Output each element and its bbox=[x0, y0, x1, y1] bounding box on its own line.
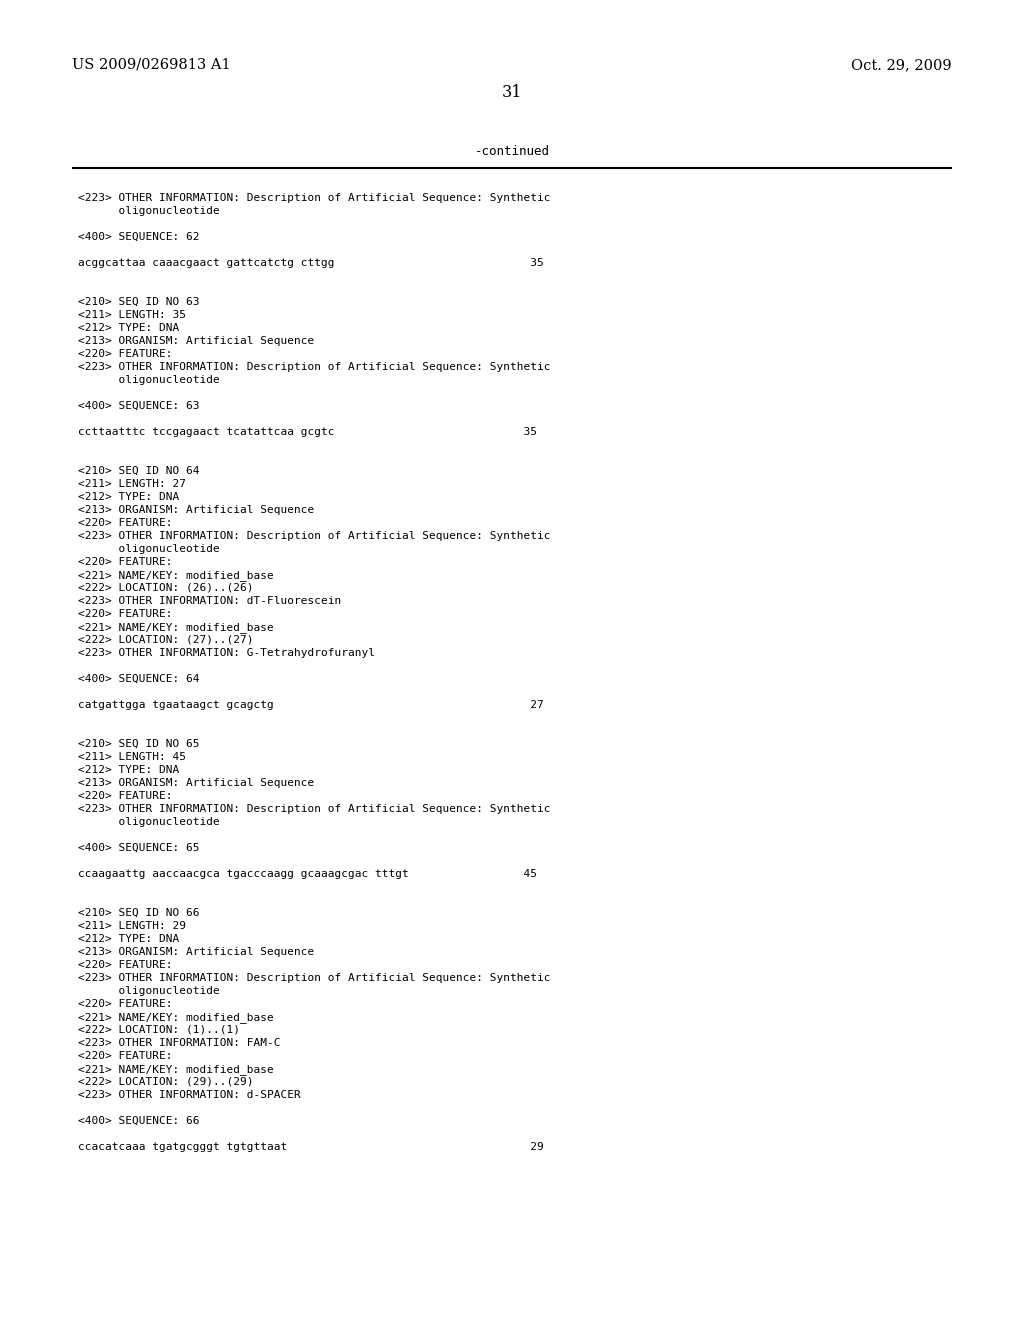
Text: <223> OTHER INFORMATION: Description of Artificial Sequence: Synthetic: <223> OTHER INFORMATION: Description of … bbox=[78, 531, 551, 541]
Text: <223> OTHER INFORMATION: Description of Artificial Sequence: Synthetic: <223> OTHER INFORMATION: Description of … bbox=[78, 193, 551, 203]
Text: ccttaatttc tccgagaact tcatattcaa gcgtc                            35: ccttaatttc tccgagaact tcatattcaa gcgtc 3… bbox=[78, 426, 537, 437]
Text: <212> TYPE: DNA: <212> TYPE: DNA bbox=[78, 323, 179, 333]
Text: -continued: -continued bbox=[474, 145, 550, 158]
Text: <220> FEATURE:: <220> FEATURE: bbox=[78, 1051, 172, 1061]
Text: <222> LOCATION: (29)..(29): <222> LOCATION: (29)..(29) bbox=[78, 1077, 254, 1086]
Text: <210> SEQ ID NO 65: <210> SEQ ID NO 65 bbox=[78, 739, 200, 748]
Text: oligonucleotide: oligonucleotide bbox=[78, 375, 220, 385]
Text: ccaagaattg aaccaacgca tgacccaagg gcaaagcgac tttgt                 45: ccaagaattg aaccaacgca tgacccaagg gcaaagc… bbox=[78, 869, 537, 879]
Text: <223> OTHER INFORMATION: G-Tetrahydrofuranyl: <223> OTHER INFORMATION: G-Tetrahydrofur… bbox=[78, 648, 375, 657]
Text: <223> OTHER INFORMATION: dT-Fluorescein: <223> OTHER INFORMATION: dT-Fluorescein bbox=[78, 597, 341, 606]
Text: <223> OTHER INFORMATION: Description of Artificial Sequence: Synthetic: <223> OTHER INFORMATION: Description of … bbox=[78, 973, 551, 983]
Text: <210> SEQ ID NO 63: <210> SEQ ID NO 63 bbox=[78, 297, 200, 308]
Text: <220> FEATURE:: <220> FEATURE: bbox=[78, 791, 172, 801]
Text: <212> TYPE: DNA: <212> TYPE: DNA bbox=[78, 766, 179, 775]
Text: <213> ORGANISM: Artificial Sequence: <213> ORGANISM: Artificial Sequence bbox=[78, 337, 314, 346]
Text: acggcattaa caaacgaact gattcatctg cttgg                             35: acggcattaa caaacgaact gattcatctg cttgg 3… bbox=[78, 257, 544, 268]
Text: <220> FEATURE:: <220> FEATURE: bbox=[78, 557, 172, 568]
Text: <211> LENGTH: 27: <211> LENGTH: 27 bbox=[78, 479, 186, 488]
Text: oligonucleotide: oligonucleotide bbox=[78, 206, 220, 216]
Text: Oct. 29, 2009: Oct. 29, 2009 bbox=[851, 58, 952, 73]
Text: <221> NAME/KEY: modified_base: <221> NAME/KEY: modified_base bbox=[78, 1064, 273, 1074]
Text: <400> SEQUENCE: 66: <400> SEQUENCE: 66 bbox=[78, 1115, 200, 1126]
Text: <213> ORGANISM: Artificial Sequence: <213> ORGANISM: Artificial Sequence bbox=[78, 506, 314, 515]
Text: 31: 31 bbox=[502, 84, 522, 102]
Text: <220> FEATURE:: <220> FEATURE: bbox=[78, 999, 172, 1008]
Text: ccacatcaaa tgatgcgggt tgtgttaat                                    29: ccacatcaaa tgatgcgggt tgtgttaat 29 bbox=[78, 1142, 544, 1152]
Text: <221> NAME/KEY: modified_base: <221> NAME/KEY: modified_base bbox=[78, 570, 273, 581]
Text: <222> LOCATION: (1)..(1): <222> LOCATION: (1)..(1) bbox=[78, 1026, 240, 1035]
Text: catgattgga tgaataagct gcagctg                                      27: catgattgga tgaataagct gcagctg 27 bbox=[78, 700, 544, 710]
Text: oligonucleotide: oligonucleotide bbox=[78, 817, 220, 828]
Text: <223> OTHER INFORMATION: d-SPACER: <223> OTHER INFORMATION: d-SPACER bbox=[78, 1090, 301, 1100]
Text: <400> SEQUENCE: 62: <400> SEQUENCE: 62 bbox=[78, 232, 200, 242]
Text: <222> LOCATION: (26)..(26): <222> LOCATION: (26)..(26) bbox=[78, 583, 254, 593]
Text: <220> FEATURE:: <220> FEATURE: bbox=[78, 960, 172, 970]
Text: <220> FEATURE:: <220> FEATURE: bbox=[78, 517, 172, 528]
Text: <210> SEQ ID NO 66: <210> SEQ ID NO 66 bbox=[78, 908, 200, 917]
Text: <220> FEATURE:: <220> FEATURE: bbox=[78, 609, 172, 619]
Text: <213> ORGANISM: Artificial Sequence: <213> ORGANISM: Artificial Sequence bbox=[78, 777, 314, 788]
Text: oligonucleotide: oligonucleotide bbox=[78, 986, 220, 997]
Text: <223> OTHER INFORMATION: FAM-C: <223> OTHER INFORMATION: FAM-C bbox=[78, 1038, 281, 1048]
Text: <211> LENGTH: 35: <211> LENGTH: 35 bbox=[78, 310, 186, 319]
Text: <221> NAME/KEY: modified_base: <221> NAME/KEY: modified_base bbox=[78, 1012, 273, 1023]
Text: oligonucleotide: oligonucleotide bbox=[78, 544, 220, 554]
Text: <223> OTHER INFORMATION: Description of Artificial Sequence: Synthetic: <223> OTHER INFORMATION: Description of … bbox=[78, 804, 551, 814]
Text: <210> SEQ ID NO 64: <210> SEQ ID NO 64 bbox=[78, 466, 200, 477]
Text: <212> TYPE: DNA: <212> TYPE: DNA bbox=[78, 935, 179, 944]
Text: <222> LOCATION: (27)..(27): <222> LOCATION: (27)..(27) bbox=[78, 635, 254, 645]
Text: <221> NAME/KEY: modified_base: <221> NAME/KEY: modified_base bbox=[78, 622, 273, 632]
Text: <220> FEATURE:: <220> FEATURE: bbox=[78, 348, 172, 359]
Text: <400> SEQUENCE: 63: <400> SEQUENCE: 63 bbox=[78, 401, 200, 411]
Text: <212> TYPE: DNA: <212> TYPE: DNA bbox=[78, 492, 179, 502]
Text: <211> LENGTH: 45: <211> LENGTH: 45 bbox=[78, 752, 186, 762]
Text: <400> SEQUENCE: 65: <400> SEQUENCE: 65 bbox=[78, 843, 200, 853]
Text: US 2009/0269813 A1: US 2009/0269813 A1 bbox=[72, 58, 230, 73]
Text: <213> ORGANISM: Artificial Sequence: <213> ORGANISM: Artificial Sequence bbox=[78, 946, 314, 957]
Text: <211> LENGTH: 29: <211> LENGTH: 29 bbox=[78, 921, 186, 931]
Text: <223> OTHER INFORMATION: Description of Artificial Sequence: Synthetic: <223> OTHER INFORMATION: Description of … bbox=[78, 362, 551, 372]
Text: <400> SEQUENCE: 64: <400> SEQUENCE: 64 bbox=[78, 675, 200, 684]
